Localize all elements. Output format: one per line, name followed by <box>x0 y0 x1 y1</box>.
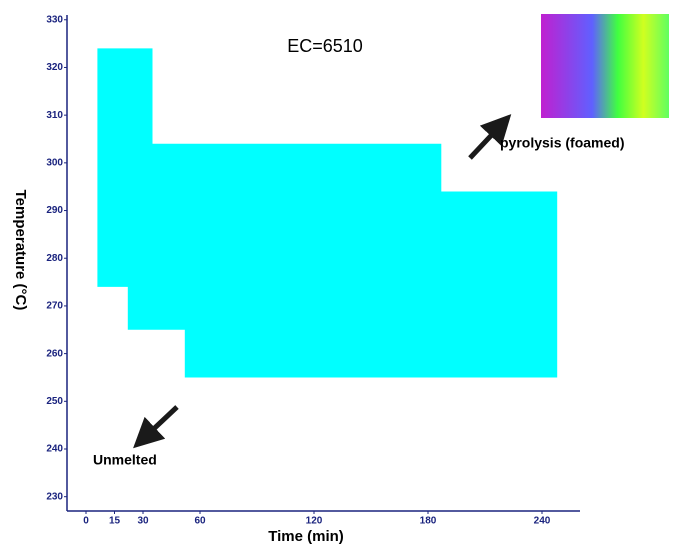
area <box>97 48 558 378</box>
y-tick-label: 330 <box>46 14 63 25</box>
x-tick-label: 15 <box>109 516 121 527</box>
y-tick-label: 230 <box>46 491 63 502</box>
x-tick-label: 60 <box>194 516 206 527</box>
x-tick-label: 120 <box>306 516 323 527</box>
y-tick-label: 260 <box>46 348 63 359</box>
y-tick-label: 280 <box>46 253 63 264</box>
y-tick-label: 240 <box>46 444 63 455</box>
y-tick-label: 290 <box>46 205 63 216</box>
arrow <box>468 114 512 160</box>
plot-area <box>97 48 558 378</box>
y-axis-label: Temperature (°C) <box>12 190 29 311</box>
x-tick-label: 240 <box>534 516 551 527</box>
y-tick-label: 310 <box>46 110 63 121</box>
arrow <box>133 405 179 449</box>
y-tick-label: 320 <box>46 62 63 73</box>
annotation: EC=6510 <box>287 36 363 56</box>
y-tick-label: 270 <box>46 301 63 312</box>
x-tick-label: 0 <box>83 516 89 527</box>
x-axis-label: Time (min) <box>268 528 344 545</box>
annotation: Unmelted <box>93 452 157 468</box>
x-tick-label: 180 <box>420 516 437 527</box>
inset-image <box>541 14 669 118</box>
annotation: pyrolysis (foamed) <box>500 135 624 151</box>
x-tick-label: 30 <box>137 516 149 527</box>
y-tick-label: 250 <box>46 396 63 407</box>
y-tick-label: 300 <box>46 157 63 168</box>
